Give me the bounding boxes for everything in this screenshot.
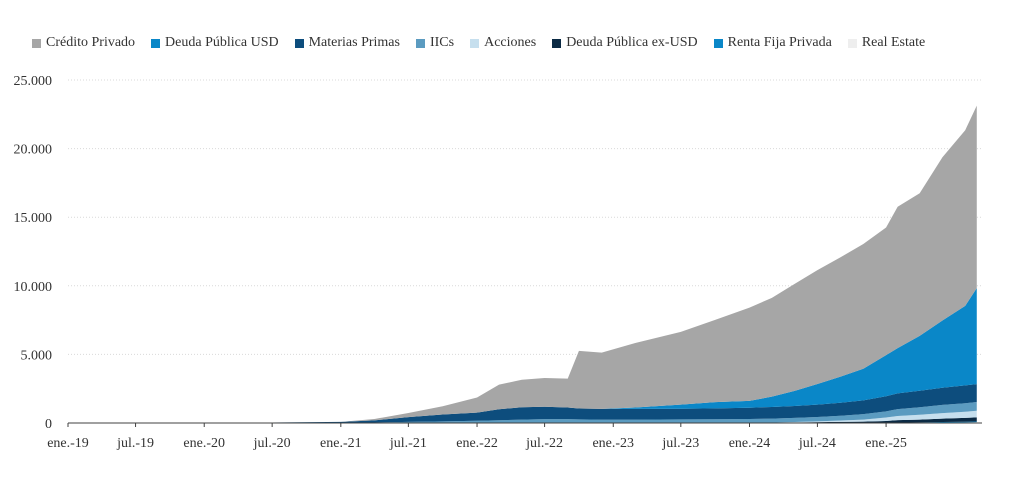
legend-swatch [151,38,161,48]
y-tick-label: 0 [45,417,52,432]
legend-swatch [552,38,562,48]
y-tick-label: 20.000 [14,143,53,158]
legend-label: IICs [429,35,455,50]
legend-item: Materias Primas [294,35,400,51]
legend-label: Renta Fija Privada [727,35,832,50]
legend-item: Deuda Pública USD [151,35,279,51]
legend: Crédito Privado Deuda Pública USD Materias… [32,33,941,53]
legend-label: Crédito Privado [46,35,136,50]
legend-swatch [32,38,41,48]
legend-label: Materias Primas [308,35,400,50]
legend-item: IICs [415,35,455,51]
legend-item: Real Estate [847,35,926,51]
x-tick-label: ene.-25 [865,436,907,451]
x-tick-label: jul.-21 [389,436,427,451]
legend-swatch [415,38,425,48]
y-tick-label: 25.000 [14,74,53,89]
legend-item: Deuda Pública ex-USD [552,35,698,51]
x-tick-label: ene.-22 [456,436,498,451]
legend-label: Real Estate [861,35,926,50]
legend-item: Acciones [470,35,536,51]
x-tick-label: ene.-24 [729,436,771,451]
legend-label: Deuda Pública ex-USD [566,35,698,50]
x-tick-label: ene.-19 [47,436,89,451]
series-area [68,417,977,423]
x-tick-label: ene.-20 [183,436,225,451]
legend-item: Crédito Privado [32,35,135,51]
y-tick-label: 15.000 [14,211,53,226]
x-tick-label: jul.-22 [525,436,563,451]
axes: 0 5.000 10.000 15.000 20.000 25.000 ene.-19 jul… [14,74,982,451]
y-tick-label: 5.000 [21,348,53,363]
x-tick-label: jul.-23 [661,436,699,451]
areas [68,105,977,423]
legend-label: Deuda Pública USD [165,35,279,50]
series-area [68,384,977,423]
x-tick-label: jul.-19 [116,436,154,451]
legend-label: Acciones [484,35,537,50]
gridlines [68,79,982,355]
series-area [68,105,977,423]
x-tick-label: ene.-23 [592,436,634,451]
x-tick-label: ene.-21 [320,436,362,451]
legend-swatch [470,38,480,48]
legend-swatch [294,38,304,48]
legend-swatch [713,38,723,48]
x-tick-label: jul.-24 [798,436,836,451]
y-tick-label: 10.000 [14,280,53,295]
x-tick-label: jul.-20 [253,436,291,451]
legend-swatch [847,38,857,48]
legend-item: Renta Fija Privada [713,35,832,51]
